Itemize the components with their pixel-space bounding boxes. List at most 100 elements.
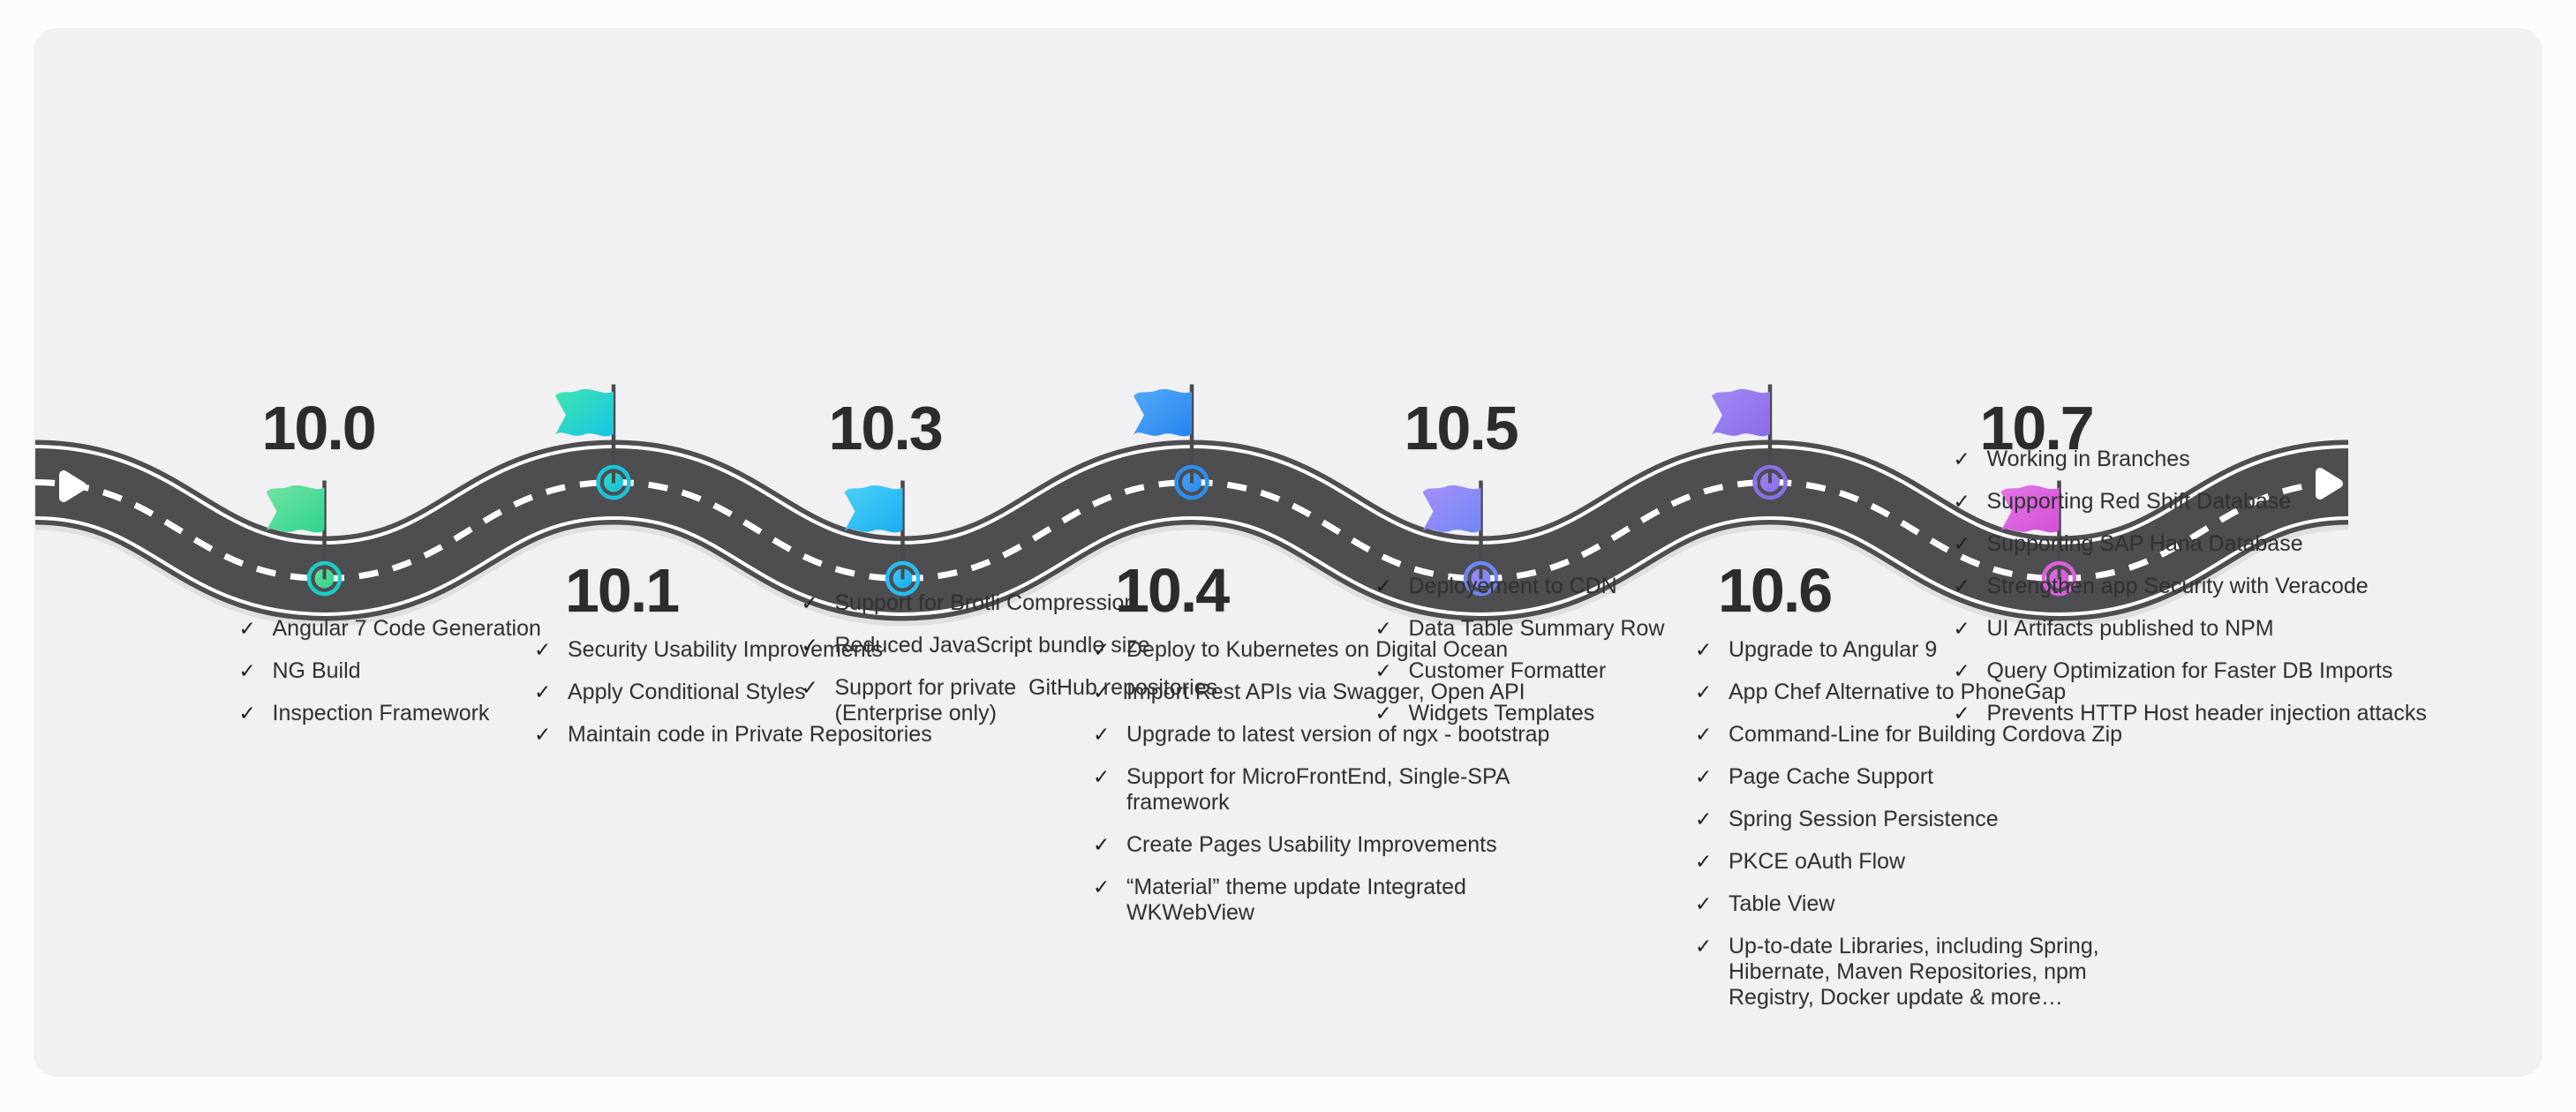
marker-ring xyxy=(1752,464,1788,500)
milestone-marker-10.4 xyxy=(1134,384,1209,500)
milestone-flag-icon xyxy=(555,388,614,437)
check-icon: ✓ xyxy=(534,638,552,661)
feature-item: ✓ Angular 7 Code Generation xyxy=(239,616,541,642)
check-icon: ✓ xyxy=(238,702,256,725)
feature-text: Support for Brotli Compression xyxy=(834,590,1137,615)
feature-item: ✓ Customer Formatter xyxy=(1375,658,1665,684)
feature-item: ✓ Working in Branches xyxy=(1954,447,2427,472)
check-icon: ✓ xyxy=(1093,875,1111,898)
road-start-arrow-icon xyxy=(59,470,87,502)
check-icon: ✓ xyxy=(1953,490,1970,513)
check-icon: ✓ xyxy=(801,634,818,657)
marker-ring xyxy=(1174,464,1209,500)
check-icon: ✓ xyxy=(1375,702,1392,725)
feature-item: ✓ Security Usability Improvements xyxy=(534,637,932,663)
feature-item: ✓ Support for Brotli Compression xyxy=(802,590,1218,616)
marker-ring xyxy=(1463,560,1499,597)
check-icon: ✓ xyxy=(1375,659,1392,682)
marker-ring xyxy=(2041,560,2077,597)
feature-item: ✓ Strengthen app Security with Veracode xyxy=(1954,574,2427,599)
feature-text: Working in Branches xyxy=(1986,447,2190,471)
check-icon: ✓ xyxy=(1953,532,1970,555)
check-icon: ✓ xyxy=(1093,723,1111,746)
feature-item: ✓ Supporting SAP Hana Database xyxy=(1954,531,2427,557)
feature-text: NG Build xyxy=(272,658,361,683)
feature-text: Support for private GitHub repositories … xyxy=(834,675,1218,725)
version-label-10.7: 10.7 xyxy=(1979,394,2095,462)
feature-list-10.0: ✓ Angular 7 Code Generation ✓ NG Build ✓ Insp… xyxy=(239,616,541,726)
check-icon: ✓ xyxy=(801,676,818,699)
feature-item: ✓ Table View xyxy=(1695,891,2122,917)
feature-text: Angular 7 Code Generation xyxy=(272,616,541,641)
check-icon: ✓ xyxy=(1375,575,1392,597)
feature-item: ✓ Support for private GitHub repositories… xyxy=(802,675,1218,726)
milestone-marker-10.1 xyxy=(555,384,631,500)
version-label-10.3: 10.3 xyxy=(828,394,944,462)
feature-list-10.3: ✓ Support for Brotli Compression ✓ Reduced … xyxy=(802,590,1218,726)
check-icon: ✓ xyxy=(1695,765,1713,788)
milestone-marker-10.3 xyxy=(844,480,921,597)
version-label-10.4: 10.4 xyxy=(1115,556,1230,625)
feature-text: “Material” theme update Integrated WKWeb… xyxy=(1126,875,1466,925)
feature-text: Query Optimization for Faster DB Imports xyxy=(1986,658,2393,683)
milestone-marker-10.6 xyxy=(1712,384,1788,500)
feature-text: Data Table Summary Row xyxy=(1408,616,1665,641)
feature-text: Page Cache Support xyxy=(1729,764,1934,789)
feature-text: Apply Conditional Styles xyxy=(568,680,806,704)
feature-text: Support for MicroFrontEnd, Single-SPA fr… xyxy=(1126,764,1510,815)
feature-item: ✓ App Chef Alternative to PhoneGap xyxy=(1695,680,2122,705)
check-icon: ✓ xyxy=(1953,575,1970,597)
feature-text: Spring Session Persistence xyxy=(1729,807,1999,831)
feature-text: Inspection Framework xyxy=(272,701,490,725)
feature-item: ✓ Data Table Summary Row xyxy=(1375,616,1665,642)
feature-item: ✓ PKCE oAuth Flow xyxy=(1695,849,2122,875)
feature-item: ✓ Command-Line for Building Cordova Zip xyxy=(1695,722,2122,748)
milestone-flag-icon xyxy=(266,485,325,533)
feature-item: ✓ “Material” theme update Integrated WKWe… xyxy=(1093,875,1549,926)
check-icon: ✓ xyxy=(238,617,256,640)
feature-text: Create Pages Usability Improvements xyxy=(1126,832,1497,857)
road-end-arrow-icon xyxy=(2316,468,2343,500)
check-icon: ✓ xyxy=(1695,723,1713,746)
version-label-10.1: 10.1 xyxy=(565,556,680,625)
version-label-10.5: 10.5 xyxy=(1404,394,1519,462)
version-label-10.0: 10.0 xyxy=(261,394,377,462)
feature-text: Command-Line for Building Cordova Zip xyxy=(1729,722,2123,747)
check-icon: ✓ xyxy=(1695,935,1713,958)
feature-item: ✓ Support for MicroFrontEnd, Single-SPA f… xyxy=(1093,764,1549,815)
check-icon: ✓ xyxy=(1953,447,1970,470)
feature-text: Supporting Red Shift Database xyxy=(1986,489,2292,514)
check-icon: ✓ xyxy=(1093,638,1111,661)
feature-text: Deploy to Kubernetes on Digital Ocean xyxy=(1126,637,1509,662)
feature-list-10.4: ✓ Deploy to Kubernetes on Digital Ocean ✓ I… xyxy=(1093,637,1549,926)
check-icon: ✓ xyxy=(238,659,256,682)
check-icon: ✓ xyxy=(801,591,818,614)
milestone-marker-10.0 xyxy=(266,480,343,597)
marker-ring xyxy=(596,464,631,500)
feature-list-10.7: ✓ Working in Branches ✓ Supporting Red Shif… xyxy=(1954,447,2427,726)
feature-text: Strengthen app Security with Veracode xyxy=(1986,574,2369,598)
feature-text: Supporting SAP Hana Database xyxy=(1986,531,2303,556)
check-icon: ✓ xyxy=(1375,617,1392,640)
feature-item: ✓ Import Rest APIs via Swagger, Open API xyxy=(1093,680,1549,705)
check-icon: ✓ xyxy=(1695,638,1713,661)
feature-list-10.5: ✓ Deployement to CDN ✓ Data Table Summary R… xyxy=(1375,574,1665,726)
feature-item: ✓ Maintain code in Private Repositories xyxy=(534,722,932,748)
feature-item: ✓ Upgrade to latest version of ngx - boot… xyxy=(1093,722,1549,748)
feature-text: Upgrade to latest version of ngx - boots… xyxy=(1126,722,1550,747)
milestone-marker-10.7 xyxy=(2000,480,2077,597)
check-icon: ✓ xyxy=(534,680,552,703)
milestone-flag-icon xyxy=(844,485,903,533)
check-icon: ✓ xyxy=(1093,765,1111,788)
feature-text: Maintain code in Private Repositories xyxy=(568,722,932,747)
check-icon: ✓ xyxy=(1695,808,1713,830)
feature-item: ✓ Inspection Framework xyxy=(239,701,541,726)
check-icon: ✓ xyxy=(1695,680,1713,703)
check-icon: ✓ xyxy=(534,723,552,746)
feature-item: ✓ UI Artifacts published to NPM xyxy=(1954,616,2427,642)
feature-item: ✓ Widgets Templates xyxy=(1375,701,1665,726)
marker-ring xyxy=(306,560,343,597)
feature-text: App Chef Alternative to PhoneGap xyxy=(1729,680,2067,704)
